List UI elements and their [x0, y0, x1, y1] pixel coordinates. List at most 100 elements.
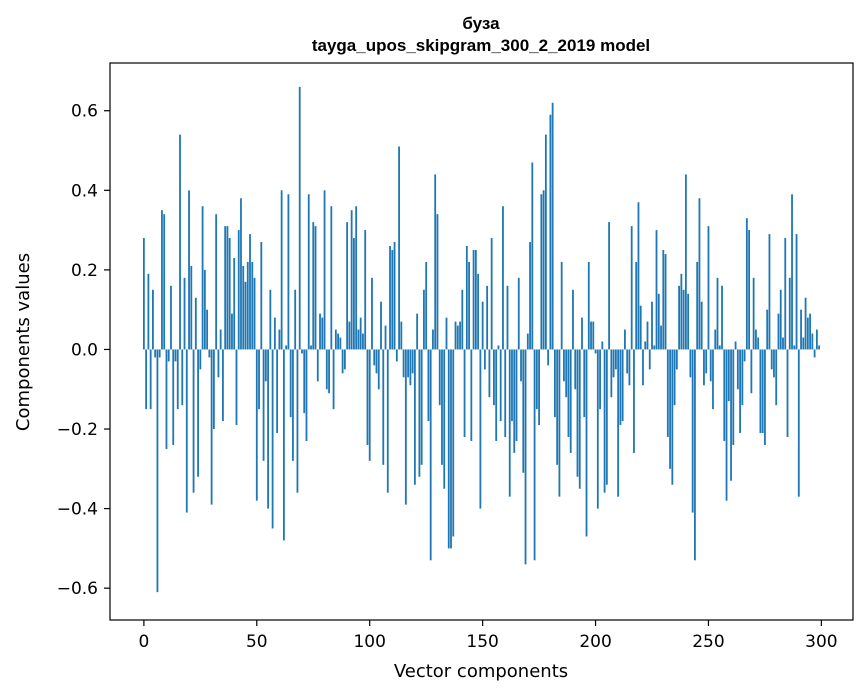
bar-296 [811, 333, 814, 350]
bar-293 [804, 297, 807, 350]
bar-57 [271, 349, 274, 529]
x-tick-label: 100 [353, 632, 385, 652]
bar-84 [332, 349, 335, 410]
bar-80 [323, 190, 326, 350]
chart-title-line1: буза [462, 14, 500, 33]
bar-276 [766, 309, 769, 350]
bar-256 [721, 285, 723, 350]
x-tick-label: 50 [246, 632, 268, 652]
bar-221 [642, 349, 644, 386]
bar-281 [777, 313, 780, 350]
chart-title-line2: tayga_upos_skipgram_300_2_2019 model [312, 36, 650, 55]
bar-205 [605, 349, 608, 485]
bar-58 [273, 317, 276, 350]
bar-286 [788, 277, 791, 350]
bar-208 [612, 349, 615, 378]
bar-264 [739, 349, 741, 434]
bar-190 [572, 289, 574, 350]
bar-140 [459, 321, 461, 350]
bar-159 [502, 206, 504, 350]
bar-103 [375, 349, 378, 374]
bar-298 [815, 329, 818, 350]
bar-111 [393, 242, 396, 350]
bar-265 [741, 349, 744, 406]
bars-group [142, 86, 821, 593]
bar-288 [793, 345, 796, 350]
bar-207 [610, 349, 613, 398]
bar-150 [481, 301, 484, 350]
bar-174 [535, 349, 538, 410]
bar-158 [499, 349, 502, 422]
bar-162 [508, 349, 511, 497]
bar-151 [483, 349, 486, 370]
bar-202 [599, 349, 601, 410]
bar-175 [538, 349, 540, 426]
bar-206 [608, 222, 610, 350]
bar-263 [736, 349, 739, 390]
bar-131 [438, 349, 441, 406]
bar-157 [497, 345, 500, 350]
bar-134 [445, 317, 448, 350]
bar-13 [172, 349, 175, 445]
bar-141 [461, 289, 464, 350]
bar-127 [429, 349, 432, 561]
bar-279 [773, 349, 775, 378]
x-tick-label: 300 [805, 632, 837, 652]
bar-94 [355, 206, 358, 350]
bar-10 [165, 349, 168, 449]
bar-241 [687, 293, 690, 350]
bar-2 [147, 273, 150, 350]
bar-270 [752, 277, 755, 350]
bar-24 [197, 349, 199, 477]
bar-143 [465, 246, 468, 350]
bar-170 [526, 333, 529, 350]
bar-229 [660, 325, 662, 350]
bar-144 [468, 261, 470, 350]
bar-132 [441, 349, 443, 465]
bar-19 [185, 349, 188, 513]
bar-176 [540, 194, 543, 350]
bar-163 [511, 349, 513, 422]
bar-180 [549, 114, 552, 350]
bar-59 [276, 349, 279, 434]
bar-61 [280, 190, 283, 350]
bar-240 [684, 174, 687, 350]
bar-232 [666, 349, 669, 437]
x-tick-label: 150 [466, 632, 498, 652]
bar-114 [400, 321, 403, 350]
bar-67 [294, 289, 297, 350]
bar-235 [673, 349, 676, 406]
bar-160 [504, 349, 507, 437]
bar-81 [325, 349, 328, 390]
bar-115 [402, 349, 405, 378]
bar-209 [614, 349, 617, 370]
bar-187 [565, 349, 568, 398]
bar-66 [292, 349, 294, 461]
bar-246 [698, 198, 701, 350]
bar-123 [420, 349, 423, 465]
bar-168 [522, 349, 525, 473]
bar-282 [779, 289, 782, 350]
bar-219 [637, 202, 640, 350]
bar-41 [235, 349, 238, 426]
bar-95 [357, 329, 360, 350]
bar-198 [590, 321, 592, 350]
bar-43 [240, 198, 242, 350]
bar-93 [353, 238, 355, 350]
bar-5 [154, 349, 157, 358]
bar-149 [479, 349, 482, 509]
bar-96 [359, 317, 362, 350]
bar-86 [337, 333, 339, 350]
bar-116 [404, 349, 407, 505]
bar-231 [664, 253, 667, 350]
bar-230 [662, 249, 665, 350]
bar-289 [795, 234, 798, 350]
bar-197 [587, 261, 590, 350]
bar-155 [493, 349, 495, 406]
y-axis: −0.6 −0.4 −0.2 0.0 0.2 0.4 0.6 [57, 102, 110, 599]
bar-280 [775, 349, 778, 406]
bar-271 [754, 329, 757, 350]
bar-294 [806, 317, 809, 350]
bar-252 [712, 349, 714, 410]
bar-165 [515, 349, 518, 441]
